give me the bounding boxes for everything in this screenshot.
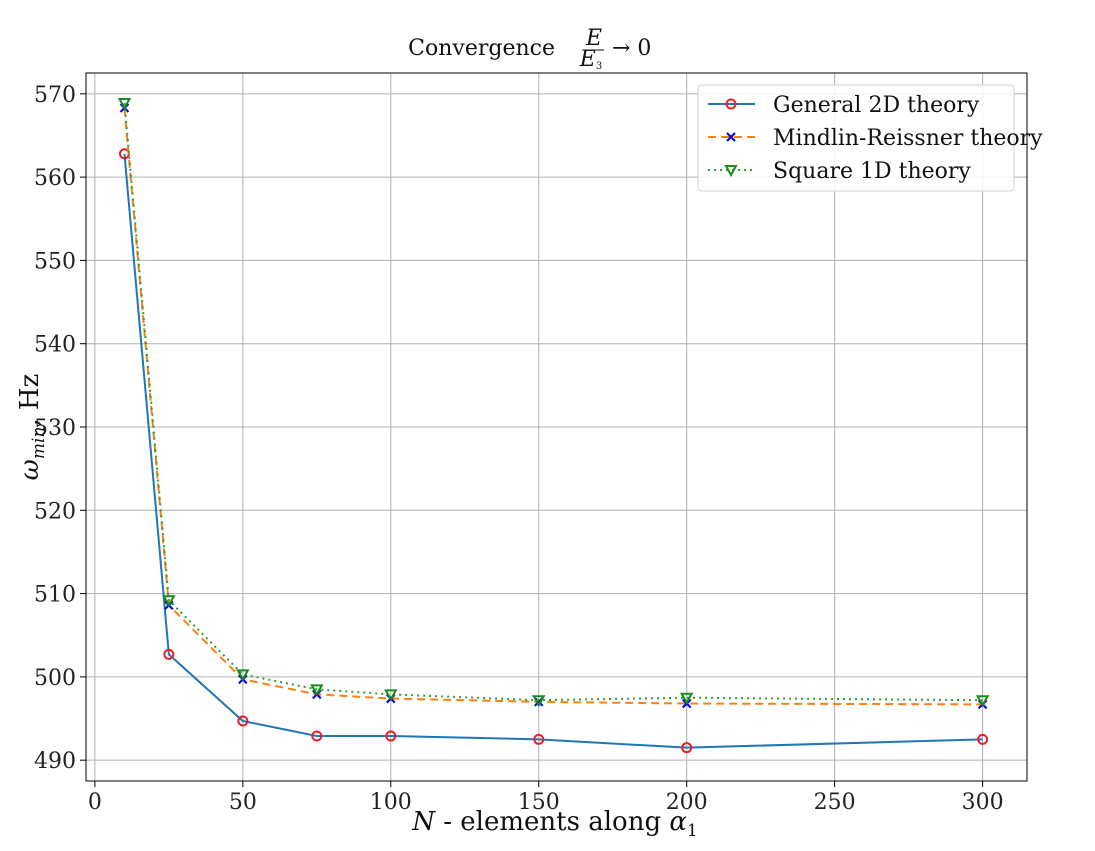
data-point — [237, 715, 249, 727]
data-point — [681, 742, 693, 754]
data-point — [311, 730, 323, 742]
series-2 — [119, 103, 988, 710]
legend-box — [697, 84, 1015, 192]
title-math: E E3 → 0 — [579, 26, 652, 72]
series-line — [123, 153, 983, 749]
data-point — [384, 689, 398, 702]
x-tick-label: 150 — [518, 790, 560, 815]
legend-marker — [726, 132, 736, 142]
y-axis-ticks: 490 500 510 520 530 540 550 560 570 — [34, 83, 86, 774]
x-tick-label: 0 — [88, 790, 102, 815]
data-point — [975, 695, 990, 708]
y-tick-label: 560 — [34, 166, 76, 191]
legend: General 2D theory Mindlin-Reissner theory… — [697, 84, 1043, 192]
y-tick-label: 500 — [34, 666, 76, 691]
x-tick-label: 100 — [370, 790, 412, 815]
series-3 — [117, 97, 990, 708]
legend-item: General 2D theory — [708, 93, 980, 118]
data-point — [236, 669, 250, 682]
y-tick-label: 490 — [34, 749, 76, 774]
legend-marker — [725, 98, 737, 110]
data-point — [162, 595, 176, 608]
data-point — [310, 684, 324, 697]
title-suffix: → 0 — [612, 36, 651, 61]
chart-title: Convergence — [408, 36, 555, 61]
data-point — [977, 733, 989, 745]
y-tick-label: 570 — [34, 83, 76, 108]
y-tick-label: 530 — [34, 416, 76, 441]
series-line — [123, 107, 983, 706]
x-tick-label: 300 — [962, 790, 1004, 815]
x-tick-label: 50 — [229, 790, 257, 815]
data-point — [533, 733, 545, 745]
series-1 — [118, 148, 989, 754]
data-point — [163, 648, 175, 660]
series-layer — [117, 97, 990, 754]
title-numerator: E — [585, 26, 602, 51]
legend-label: Mindlin-Reissner theory — [773, 126, 1043, 151]
data-point — [680, 692, 694, 705]
y-tick-label: 520 — [34, 499, 76, 524]
x-tick-label: 200 — [666, 790, 708, 815]
x-axis-ticks: 0 50 100 150 200 250 300 — [88, 781, 1004, 815]
series-line — [123, 102, 983, 702]
y-tick-label: 550 — [34, 249, 76, 274]
title-denominator: E3 — [579, 47, 602, 72]
y-tick-label: 510 — [34, 583, 76, 608]
data-point — [385, 730, 397, 742]
x-axis-label: N - elements along α1 — [411, 807, 698, 841]
legend-marker — [724, 165, 738, 178]
y-axis-label: ωmin, Hz — [15, 374, 49, 481]
legend-item: Square 1D theory — [708, 159, 971, 184]
legend-item: Mindlin-Reissner theory — [708, 126, 1043, 151]
y-tick-label: 540 — [34, 333, 76, 358]
data-point — [117, 97, 132, 111]
legend-label: General 2D theory — [773, 93, 980, 118]
data-point — [532, 695, 546, 708]
x-tick-label: 250 — [814, 790, 856, 815]
legend-label: Square 1D theory — [773, 159, 971, 184]
